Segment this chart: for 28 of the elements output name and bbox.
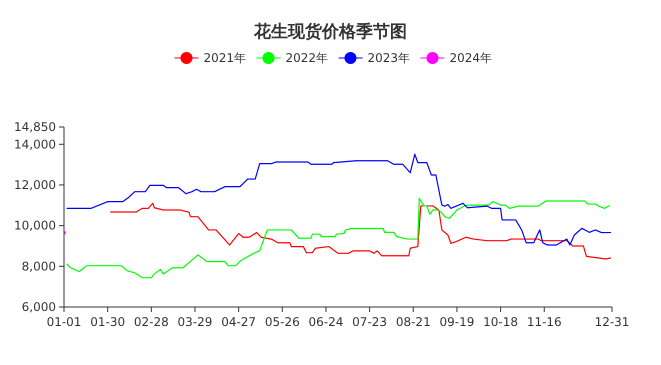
xtick: 03-29 bbox=[178, 315, 212, 329]
legend-label: 2021年 bbox=[204, 51, 246, 65]
ytick: 14,850 bbox=[14, 120, 56, 134]
xtick: 05-26 bbox=[264, 315, 300, 329]
xtick: 01-30 bbox=[90, 315, 126, 329]
ytick: 8,000 bbox=[22, 259, 56, 274]
xtick: 12-31 bbox=[594, 315, 630, 329]
legend-item: 2024年 bbox=[420, 51, 492, 65]
legend-label: 2022年 bbox=[286, 51, 328, 65]
xtick: 04-27 bbox=[221, 315, 256, 329]
xtick: 07-23 bbox=[352, 315, 388, 329]
legend-item: 2023年 bbox=[338, 51, 410, 65]
xtick: 08-21 bbox=[396, 315, 431, 329]
xtick: 02-28 bbox=[134, 315, 169, 329]
legend-label: 2024年 bbox=[450, 51, 492, 65]
ytick: 14,000 bbox=[14, 137, 56, 152]
xtick: 06-24 bbox=[308, 315, 344, 329]
ytick: 12,000 bbox=[14, 178, 56, 192]
legend-item: 2022年 bbox=[256, 51, 328, 65]
title: 花生现货价格季节图 bbox=[254, 22, 407, 42]
ytick: 10,000 bbox=[14, 218, 56, 233]
xtick: 09-19 bbox=[440, 315, 474, 329]
xtick: 01-01 bbox=[46, 315, 82, 329]
xtick: 11-16 bbox=[526, 315, 562, 329]
xtick: 10-18 bbox=[483, 315, 518, 329]
legend-item: 2021年 bbox=[174, 51, 246, 65]
ytick: 6,000 bbox=[22, 300, 56, 314]
legend-label: 2023年 bbox=[368, 51, 410, 65]
